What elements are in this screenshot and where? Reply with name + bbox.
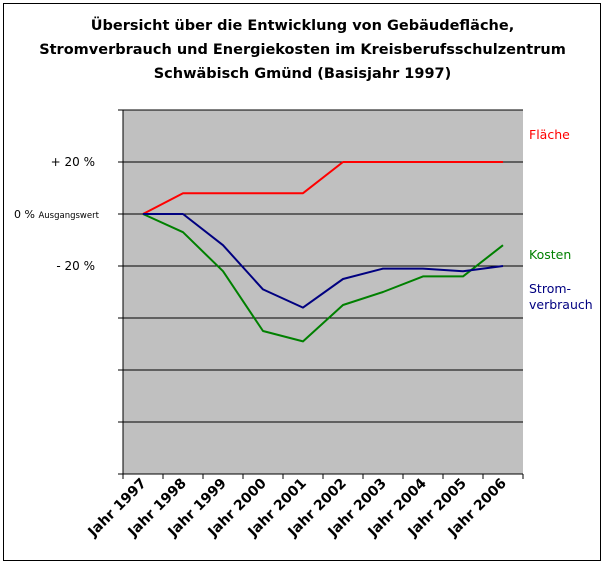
series-label-fl-che: Fläche: [529, 127, 570, 142]
y-tick-label-1: 0 % Ausgangswert: [14, 208, 100, 221]
series-line-fl-che: [142, 161, 503, 215]
title-line-1: Übersicht über die Entwicklung von Gebäu…: [90, 18, 515, 34]
y-tick-label-note: Ausgangswert: [38, 211, 99, 221]
title-line-2: Stromverbrauch und Energiekosten im Krei…: [39, 42, 566, 58]
y-tick-label-2: - 20 %: [56, 259, 95, 273]
y-tick-label-main: 0 %: [14, 208, 38, 221]
series-label-stromverbrauch-0: Strom-: [529, 281, 571, 296]
series-line-kosten: [142, 213, 504, 343]
series-label-stromverbrauch-1: verbrauch: [529, 297, 593, 312]
series-line-stromverbrauch: [143, 213, 504, 309]
series-label-kosten: Kosten: [529, 247, 571, 262]
title-line-3: Schwäbisch Gmünd (Basisjahr 1997): [153, 66, 452, 82]
plot-area: [123, 110, 523, 474]
y-tick-label-0: + 20 %: [51, 155, 95, 169]
chart-title: Übersicht über die Entwicklung von Gebäu…: [0, 14, 605, 86]
